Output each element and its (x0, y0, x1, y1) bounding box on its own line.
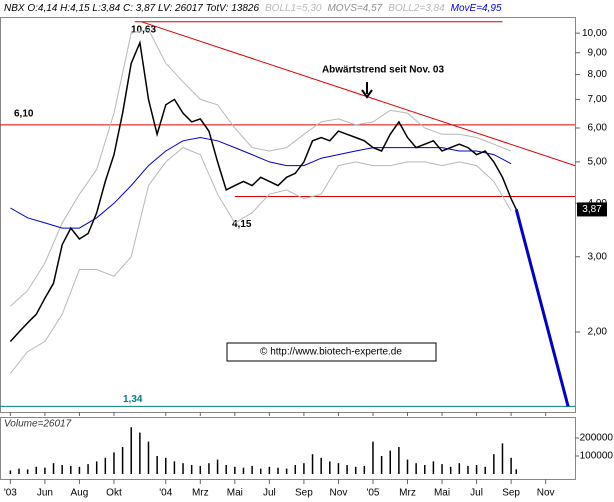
y-tick-label: 10,00 (582, 28, 607, 39)
x-tick-label: Jul (263, 488, 276, 499)
x-tick-label: '04 (159, 488, 172, 499)
last-price-label: 3,87 (582, 204, 602, 215)
x-tick-label: Nov (330, 488, 348, 499)
volume-frame (0, 417, 576, 480)
y-tick-label: 2,00 (588, 327, 608, 338)
header-item: MOVS=4,57 (327, 3, 382, 14)
x-tick-label: Sep (502, 488, 520, 499)
x-tick-label: Mrz (399, 488, 416, 499)
y-tick-label: 8,00 (588, 69, 608, 80)
trend-line (141, 21, 576, 167)
header-item: BOLL1=5,30 (265, 3, 322, 14)
header-item: NBX O:4,14 H:4,15 L:3,84 C: 3,87 LV: 260… (4, 3, 259, 14)
header-item: BOLL2=3,84 (388, 3, 445, 14)
y-tick-label: 7,00 (588, 94, 608, 105)
x-tick-label: Sep (295, 488, 313, 499)
trend-label: Abwärtstrend seit Nov. 03 (322, 65, 445, 76)
volume-label: Volume=26017 (4, 419, 72, 430)
level-label: 1,34 (123, 394, 143, 405)
y-tick-label: 9,00 (588, 47, 608, 58)
forecast-line (514, 209, 570, 407)
level-label: 10,63 (131, 24, 156, 35)
x-tick-label: Aug (71, 488, 89, 499)
last-price-box (577, 202, 607, 217)
header: NBX O:4,14 H:4,15 L:3,84 C: 3,87 LV: 260… (4, 3, 502, 14)
level-label: 6,10 (14, 109, 34, 120)
copyright: © http://www.biotech-experte.de (260, 347, 402, 358)
upper-band (10, 28, 512, 307)
lower-band (10, 147, 512, 374)
volume-tick-label: 100000 (580, 451, 614, 462)
x-tick-label: Nov (537, 488, 555, 499)
x-tick-label: Jul (470, 488, 483, 499)
x-tick-label: Mai (227, 488, 243, 499)
arrow (361, 82, 373, 99)
y-tick-label: 6,00 (588, 123, 608, 134)
price-line (9, 39, 517, 343)
level-label: 4,15 (232, 219, 252, 230)
header-item: MovE=4,95 (451, 3, 502, 14)
x-tick-label: Mrz (192, 488, 209, 499)
x-tick-label: '03 (4, 488, 17, 499)
y-tick-label: 5,00 (588, 157, 608, 168)
x-tick-label: Okt (106, 488, 122, 499)
x-tick-label: '05 (366, 488, 379, 499)
x-tick-label: Jun (37, 488, 53, 499)
volume-tick-label: 200000 (580, 433, 614, 444)
y-tick-label: 3,00 (588, 251, 608, 262)
plot-frame (0, 17, 576, 413)
copyright-box (226, 342, 437, 362)
x-tick-label: Mai (434, 488, 450, 499)
